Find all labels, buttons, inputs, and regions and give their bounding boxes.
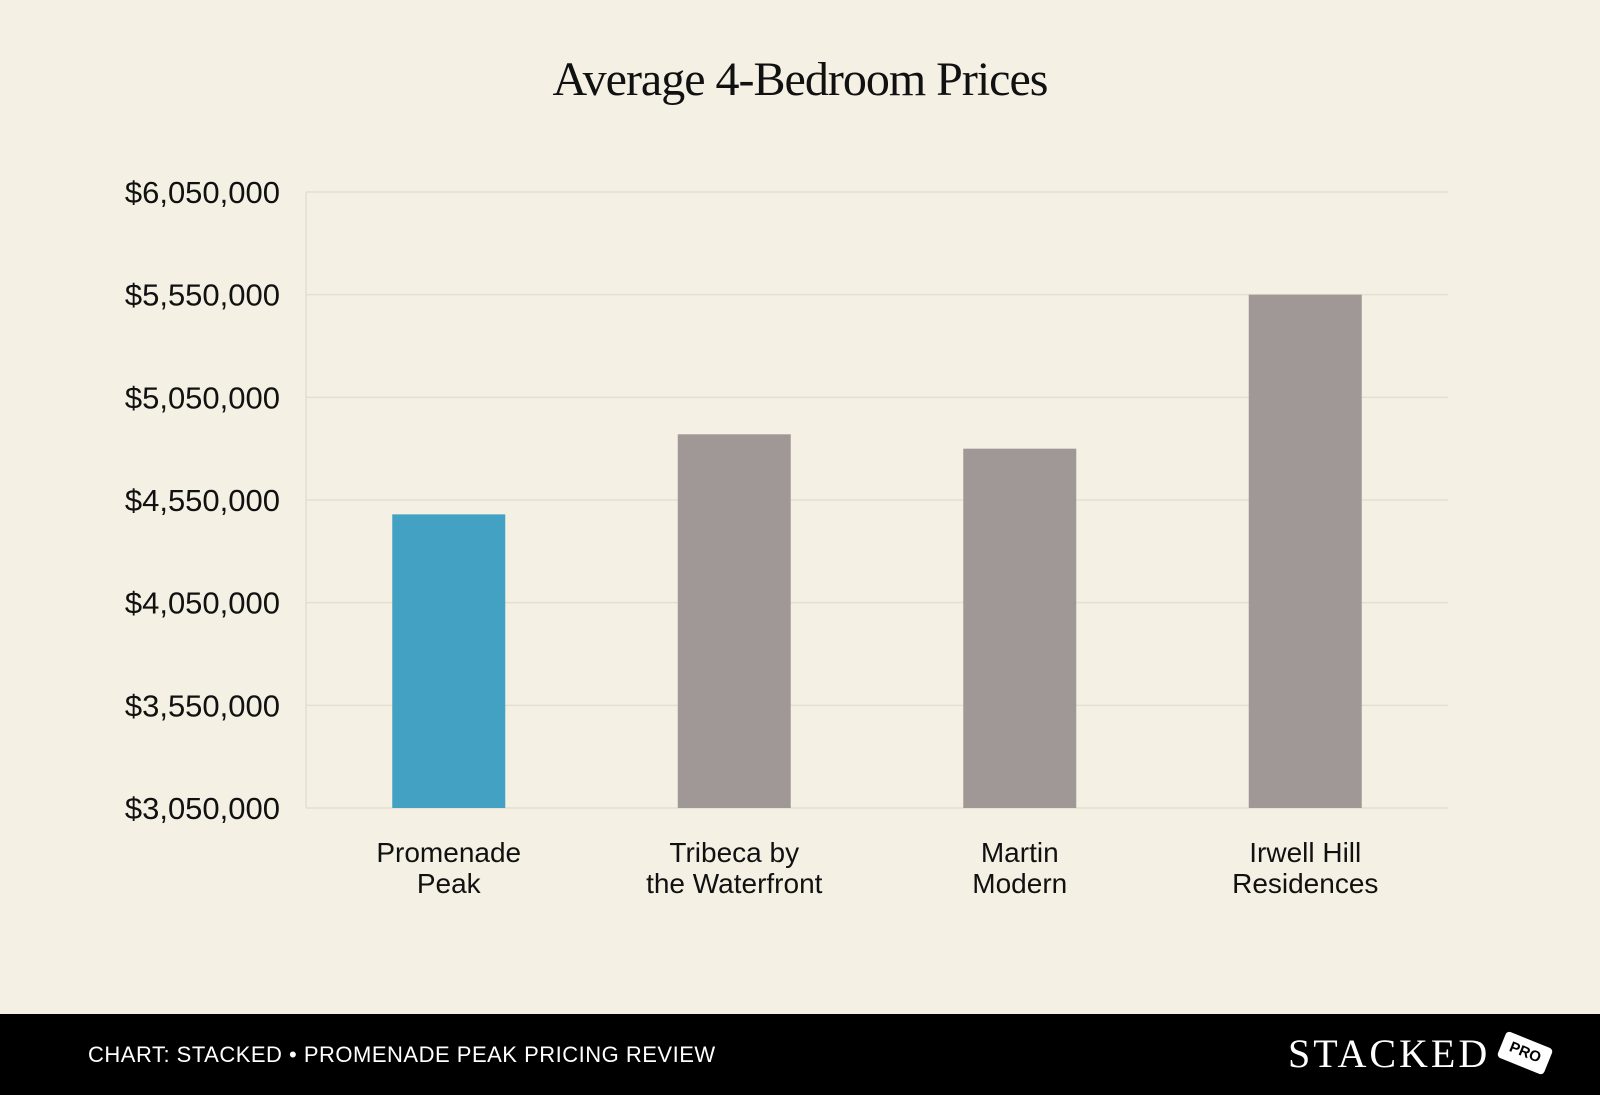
y-tick-label: $6,050,000 <box>125 175 280 210</box>
brand-logo: STACKED <box>1288 1031 1491 1076</box>
bar <box>677 434 791 808</box>
bar <box>392 514 506 808</box>
y-tick-label: $3,550,000 <box>125 688 280 723</box>
x-category-label: Irwell Hill Residences <box>1232 837 1378 899</box>
pro-badge: PRO <box>1496 1030 1554 1076</box>
bar <box>1248 294 1362 809</box>
x-category-label: Martin Modern <box>972 837 1067 899</box>
x-category-label-line: Irwell Hill <box>1249 837 1361 868</box>
x-category-label-line: Martin <box>981 837 1059 868</box>
bar <box>963 448 1077 808</box>
x-category-label: Promenade Peak <box>376 837 521 899</box>
x-category-label-line: Tribeca by <box>669 837 799 868</box>
x-category-label-line: Modern <box>972 868 1067 899</box>
x-category-label: Tribeca by the Waterfront <box>646 837 823 899</box>
x-category-label-line: Peak <box>417 868 482 899</box>
y-tick-label: $4,050,000 <box>125 586 280 621</box>
chart-title: Average 4-Bedroom Prices <box>552 53 1049 106</box>
x-category-label-line: Promenade <box>376 837 521 868</box>
y-tick-label: $3,050,000 <box>125 791 280 826</box>
bar-chart: $3,050,000 $3,550,000 $4,050,000 $4,550,000… <box>125 175 1448 899</box>
x-category-label-line: Residences <box>1232 868 1378 899</box>
y-tick-label: $4,550,000 <box>125 483 280 518</box>
y-tick-label: $5,550,000 <box>125 278 280 313</box>
chart-source: CHART: STACKED • PROMENADE PEAK PRICING … <box>88 1042 716 1067</box>
footer-bar: CHART: STACKED • PROMENADE PEAK PRICING … <box>0 1014 1600 1095</box>
y-tick-label: $5,050,000 <box>125 380 280 415</box>
x-category-label-line: the Waterfront <box>646 868 823 899</box>
